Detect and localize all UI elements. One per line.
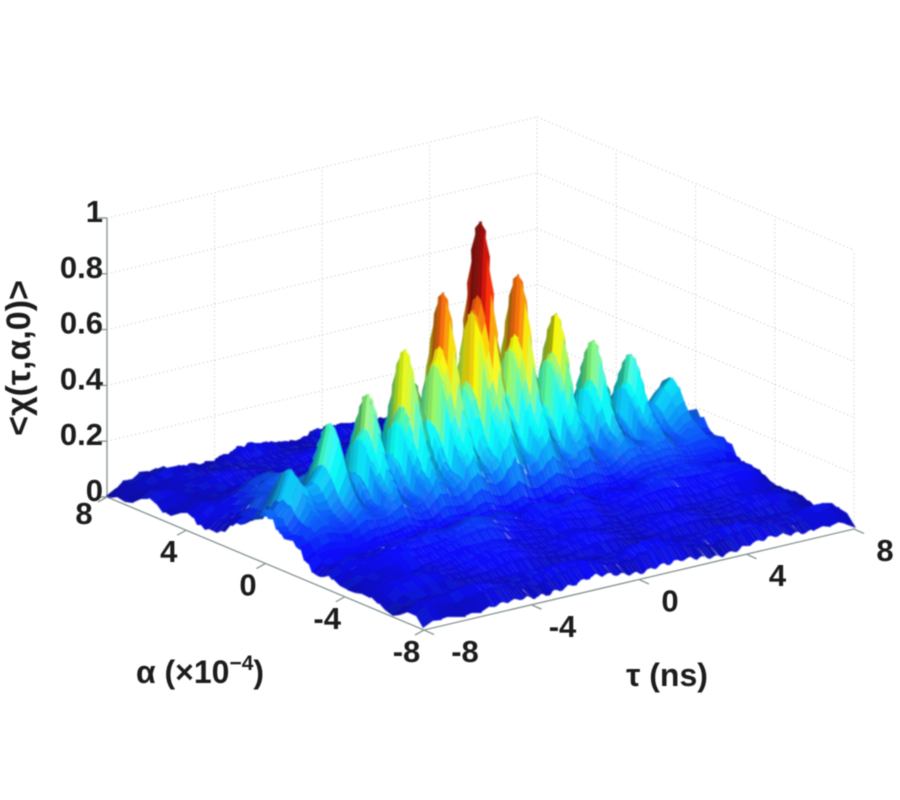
svg-text:8: 8 — [876, 533, 893, 568]
svg-text:0: 0 — [86, 473, 103, 508]
svg-text:1: 1 — [86, 194, 103, 229]
svg-text:τ (ns): τ (ns) — [626, 657, 708, 693]
svg-text:-4: -4 — [549, 609, 577, 644]
svg-text:4: 4 — [769, 558, 787, 593]
svg-text:α (×10−4): α (×10−4) — [136, 652, 264, 690]
svg-text:8: 8 — [75, 496, 92, 531]
svg-text:0.8: 0.8 — [60, 250, 103, 285]
svg-text:4: 4 — [160, 534, 178, 569]
svg-text:-8: -8 — [393, 634, 421, 669]
svg-text:-4: -4 — [313, 601, 341, 636]
svg-text:0: 0 — [239, 568, 256, 603]
svg-text:0.4: 0.4 — [60, 361, 104, 396]
svg-text:0.2: 0.2 — [60, 417, 103, 452]
svg-text:0.6: 0.6 — [60, 306, 103, 341]
svg-text:<χ(τ,α,0)>: <χ(τ,α,0)> — [0, 280, 38, 436]
svg-text:0: 0 — [661, 584, 678, 619]
svg-text:-8: -8 — [451, 634, 479, 669]
